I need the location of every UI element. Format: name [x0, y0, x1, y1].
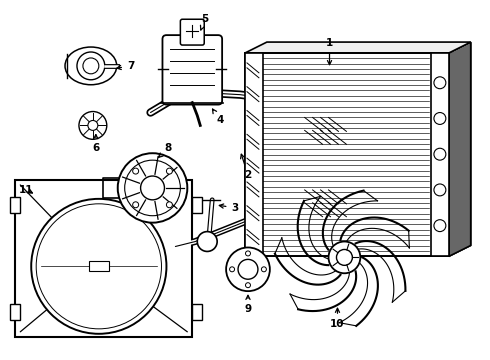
Bar [10, 197, 20, 213]
Circle shape [434, 113, 446, 125]
Text: 2: 2 [241, 154, 251, 180]
Circle shape [83, 58, 99, 74]
Text: 3: 3 [220, 203, 239, 213]
Bar [192, 197, 202, 213]
Circle shape [141, 176, 165, 200]
Text: 9: 9 [245, 295, 251, 314]
Polygon shape [449, 42, 471, 256]
Circle shape [167, 202, 172, 208]
Text: 11: 11 [19, 185, 33, 195]
Text: 7: 7 [117, 61, 134, 71]
Bar [431, 53, 449, 256]
Circle shape [230, 267, 235, 272]
FancyBboxPatch shape [180, 19, 204, 45]
Bar [10, 304, 20, 320]
Text: 8: 8 [159, 143, 172, 157]
Ellipse shape [65, 47, 117, 85]
Circle shape [133, 168, 139, 174]
Bar [192, 304, 202, 320]
Circle shape [261, 267, 267, 272]
Circle shape [226, 247, 270, 291]
Circle shape [238, 260, 258, 279]
Bar [15, 180, 192, 337]
Circle shape [245, 251, 250, 256]
Circle shape [434, 220, 446, 231]
Circle shape [245, 283, 250, 288]
Text: 1: 1 [326, 38, 333, 65]
Circle shape [77, 52, 105, 80]
Circle shape [337, 249, 352, 265]
Circle shape [31, 199, 167, 334]
Text: 10: 10 [330, 308, 345, 329]
Circle shape [167, 168, 172, 174]
Circle shape [133, 202, 139, 208]
Bar [89, 261, 109, 271]
Circle shape [118, 153, 187, 223]
Bar [245, 53, 263, 256]
Circle shape [79, 112, 107, 139]
Bar [245, 53, 449, 256]
Circle shape [197, 231, 217, 251]
Text: 4: 4 [213, 109, 224, 126]
Circle shape [88, 121, 98, 130]
Polygon shape [245, 42, 471, 53]
Circle shape [434, 184, 446, 196]
Circle shape [328, 242, 360, 273]
Circle shape [434, 148, 446, 160]
Text: 6: 6 [92, 135, 99, 153]
FancyBboxPatch shape [163, 35, 222, 105]
Text: 5: 5 [200, 14, 209, 30]
Circle shape [434, 77, 446, 89]
